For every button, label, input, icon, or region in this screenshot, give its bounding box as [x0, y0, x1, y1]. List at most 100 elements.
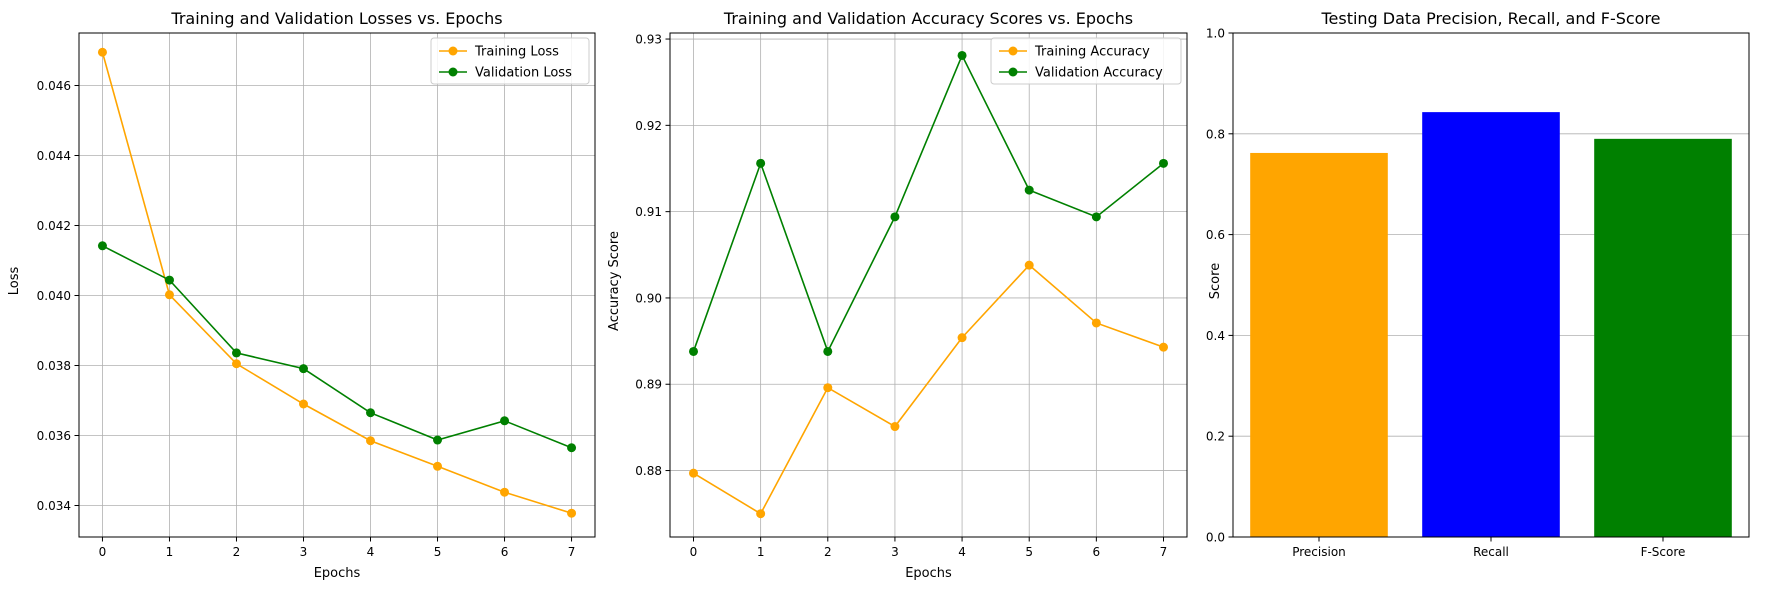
data-point: [1159, 158, 1168, 168]
plot-frame: [78, 32, 596, 538]
x-tick-label: 2: [233, 545, 241, 559]
x-tick-label: 1: [757, 545, 765, 559]
y-axis-label: Loss: [7, 267, 22, 296]
series-2: [97, 241, 577, 453]
x-axis-label: Epochs: [314, 566, 361, 581]
data-point: [366, 436, 376, 446]
y-tick-label: 0.4: [1206, 329, 1225, 343]
data-point: [500, 416, 510, 426]
data-point: [366, 408, 376, 418]
y-tick-label: 0.036: [37, 429, 71, 443]
x-tick-label: 4: [958, 545, 966, 559]
data-point: [823, 346, 833, 356]
y-tick-label: 0.044: [37, 149, 71, 163]
category-label: F-Score: [1641, 545, 1686, 559]
y-tick-label: 0.2: [1206, 430, 1225, 444]
y-tick-label: 0.88: [635, 464, 662, 478]
x-tick-label: 6: [501, 545, 509, 559]
y-tick-label: 0.89: [635, 378, 662, 392]
y-tick-label: 0.042: [37, 219, 71, 233]
data-point: [97, 47, 107, 57]
data-point: [433, 461, 443, 471]
x-tick-label: 5: [434, 545, 442, 559]
legend-label: Validation Accuracy: [1035, 66, 1163, 81]
y-tick-label: 0.91: [635, 205, 662, 219]
legend: Training Accuracy Validation Accuracy: [990, 37, 1182, 85]
chart-title: Testing Data Precision, Recall, and F-Sc…: [1320, 9, 1660, 28]
y-axis-label: Score: [1208, 263, 1223, 299]
legend-marker: [448, 67, 458, 77]
grid: [670, 33, 1187, 537]
series-line: [101, 52, 572, 514]
chart-panel-3: Precision Recall F-Score 0.0 0.2 0.4 0.6 0.8 1.0…: [1206, 9, 1750, 559]
y-tick-label: 1.0: [1206, 27, 1225, 41]
bar-precision: [1250, 152, 1388, 537]
series-1: [97, 47, 577, 518]
x-tick-label: 2: [824, 545, 832, 559]
y-tick-label: 0.92: [635, 119, 662, 133]
y-tick-label: 0.8: [1206, 127, 1225, 141]
data-point: [823, 383, 833, 393]
data-point: [1091, 212, 1101, 222]
y-tick-label: 0.90: [635, 291, 662, 305]
x-tick-label: 6: [1093, 545, 1101, 559]
data-point: [890, 422, 900, 432]
data-point: [97, 241, 107, 251]
legend: Training Loss Validation Loss: [430, 37, 590, 85]
bar-recall: [1422, 112, 1560, 538]
legend-box: [990, 37, 1182, 85]
x-tick-label: 0: [690, 545, 698, 559]
x-tick-label: 3: [891, 545, 899, 559]
data-point: [164, 290, 174, 300]
data-point: [957, 333, 967, 343]
data-point: [298, 364, 308, 374]
chart-title: Training and Validation Losses vs. Epoch…: [170, 9, 502, 28]
data-point: [689, 468, 698, 478]
y-tick-label: 0.0: [1206, 531, 1225, 545]
y-tick-label: 0.040: [37, 289, 71, 303]
series-line: [102, 245, 572, 449]
data-point: [433, 435, 443, 445]
data-point: [231, 359, 241, 369]
data-point: [231, 348, 241, 358]
legend-label: Training Loss: [474, 45, 559, 60]
x-tick-label: 4: [367, 545, 375, 559]
series-line: [693, 264, 1164, 515]
x-tick-label: 7: [568, 545, 576, 559]
plot-frame: [669, 32, 1188, 538]
category-label: Recall: [1473, 545, 1509, 559]
grid: [79, 33, 595, 537]
chart-title: Training and Validation Accuracy Scores …: [723, 9, 1133, 28]
legend-marker: [1008, 46, 1018, 56]
x-tick-label: 0: [99, 545, 107, 559]
series-line: [692, 53, 1164, 354]
chart-panel-1: 0 1 2 3 4 5 6 7 0.034 0.036 0.038 0.040 0.042 0.044 0.…: [7, 9, 596, 581]
legend-label: Validation Loss: [475, 66, 572, 81]
data-point: [689, 346, 698, 356]
y-tick-label: 0.6: [1206, 228, 1225, 242]
x-axis-label: Epochs: [905, 566, 952, 581]
x-tick-label: 3: [300, 545, 308, 559]
legend-marker: [1008, 67, 1018, 77]
x-tick-label: 7: [1160, 545, 1168, 559]
data-point: [298, 399, 308, 409]
chart-panel-2: 0 1 2 3 4 5 6 7 0.88 0.89 0.90 0.91 0.92 0.93 Training…: [607, 9, 1188, 581]
data-point: [500, 487, 510, 497]
y-tick-label: 0.93: [635, 33, 662, 47]
x-tick-label: 5: [1025, 545, 1033, 559]
y-tick-label: 0.034: [37, 499, 71, 513]
data-point: [756, 509, 766, 519]
y-axis-label: Accuracy Score: [607, 231, 622, 331]
legend-box: [430, 37, 590, 85]
data-point: [1091, 318, 1101, 328]
category-label: Precision: [1292, 545, 1346, 559]
data-point: [1159, 342, 1168, 352]
data-point: [957, 50, 967, 60]
data-point: [567, 443, 577, 453]
data-point: [1024, 260, 1034, 270]
series-1: [689, 260, 1168, 519]
data-point: [756, 158, 766, 168]
series-2: [689, 50, 1168, 356]
data-point: [1024, 185, 1034, 195]
